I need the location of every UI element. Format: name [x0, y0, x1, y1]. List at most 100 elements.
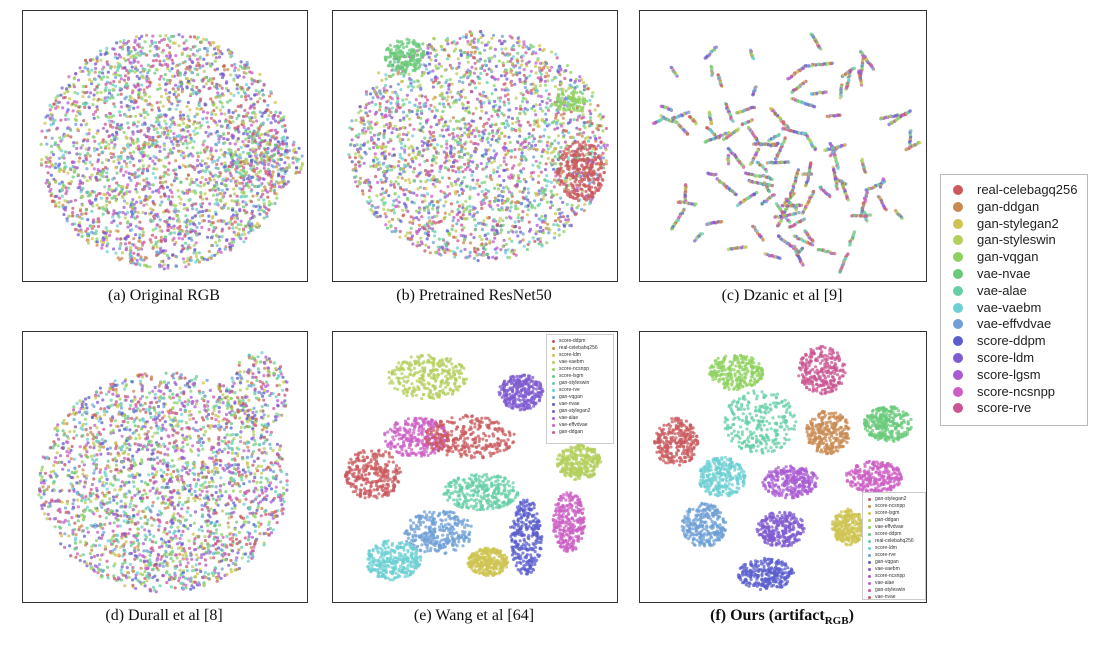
scatter-point [97, 142, 101, 146]
scatter-point [255, 92, 259, 96]
scatter-point [165, 253, 169, 258]
scatter-point [425, 51, 430, 55]
scatter-point [559, 68, 563, 72]
scatter-point [128, 114, 132, 119]
scatter-point [206, 235, 210, 239]
scatter-point [412, 216, 416, 220]
scatter-point [218, 108, 222, 112]
scatter-point [523, 196, 527, 200]
scatter-point [367, 101, 371, 105]
scatter-point [154, 242, 158, 246]
scatter-point [487, 148, 491, 152]
scatter-point [210, 157, 214, 161]
scatter-point [197, 63, 201, 68]
scatter-point [399, 88, 403, 92]
scatter-point [88, 78, 92, 82]
scatter-point [150, 108, 154, 112]
scatter-point [513, 148, 517, 152]
scatter-point [514, 120, 519, 124]
scatter-point [591, 91, 595, 95]
scatter-point [167, 161, 171, 165]
scatter-point [177, 217, 181, 221]
scatter-point [127, 39, 131, 43]
scatter-point [492, 156, 496, 160]
scatter-point [540, 99, 544, 104]
scatter-point [204, 178, 208, 182]
scatter-point [543, 75, 547, 79]
scatter-point [178, 73, 183, 77]
scatter-point [501, 63, 505, 68]
scatter-point [236, 104, 240, 109]
scatter-point [451, 132, 455, 136]
scatter-point [504, 242, 508, 246]
scatter-point [137, 90, 141, 95]
scatter-point [59, 93, 63, 97]
scatter-point [259, 195, 263, 199]
scatter-point [436, 81, 440, 85]
scatter-point [166, 228, 170, 232]
scatter-point [417, 218, 421, 222]
scatter-point [285, 136, 289, 140]
scatter-point [81, 186, 85, 191]
scatter-point [241, 140, 245, 144]
scatter-point [415, 112, 419, 116]
scatter-point [71, 211, 75, 215]
scatter-point [546, 79, 550, 83]
scatter-point [213, 185, 217, 189]
scatter-point [431, 182, 435, 186]
scatter-point [429, 44, 433, 48]
scatter-point [177, 84, 181, 88]
scatter-point [162, 249, 166, 253]
scatter-point [158, 218, 162, 222]
scatter-point [511, 230, 515, 234]
scatter-point [139, 227, 143, 231]
scatter-point [205, 258, 210, 262]
scatter-point [138, 182, 142, 186]
scatter-point [513, 82, 517, 86]
scatter-point [438, 220, 442, 224]
scatter-point [535, 230, 539, 234]
scatter-point [445, 139, 449, 143]
scatter-point [448, 192, 452, 196]
scatter-point [170, 183, 174, 187]
scatter-point [186, 54, 190, 58]
scatter-point [515, 200, 519, 204]
scatter-point [466, 255, 470, 259]
scatter-point [121, 47, 125, 51]
scatter-point [70, 222, 75, 226]
scatter-point [486, 232, 490, 236]
scatter-point [586, 135, 590, 139]
scatter-point [456, 57, 460, 61]
scatter-point [369, 120, 373, 124]
scatter-point [527, 147, 531, 151]
scatter-point [519, 230, 523, 234]
scatter-point [255, 119, 259, 123]
scatter-point [225, 137, 229, 142]
scatter-point [183, 220, 187, 224]
scatter-point [135, 190, 139, 194]
scatter-point [423, 227, 427, 231]
scatter-point [415, 209, 419, 213]
scatter-point [144, 211, 148, 215]
scatter-point [170, 35, 174, 39]
scatter-point [214, 142, 218, 146]
scatter-point [109, 66, 113, 70]
scatter-point [411, 242, 415, 246]
scatter-point [249, 104, 253, 108]
scatter-point [477, 81, 481, 85]
scatter-point [447, 159, 451, 163]
scatter-point [453, 180, 457, 184]
scatter-point [384, 189, 389, 193]
scatter-point [532, 155, 536, 159]
scatter-point [269, 90, 273, 94]
scatter-point [101, 138, 105, 142]
scatter-point [148, 44, 152, 48]
scatter-point [534, 84, 538, 88]
scatter-point [454, 182, 458, 187]
scatter-point [147, 127, 151, 131]
scatter-point [429, 125, 433, 129]
scatter-point [487, 189, 491, 193]
scatter-point [442, 48, 446, 52]
scatter-point [279, 153, 283, 157]
scatter-point [205, 165, 209, 169]
